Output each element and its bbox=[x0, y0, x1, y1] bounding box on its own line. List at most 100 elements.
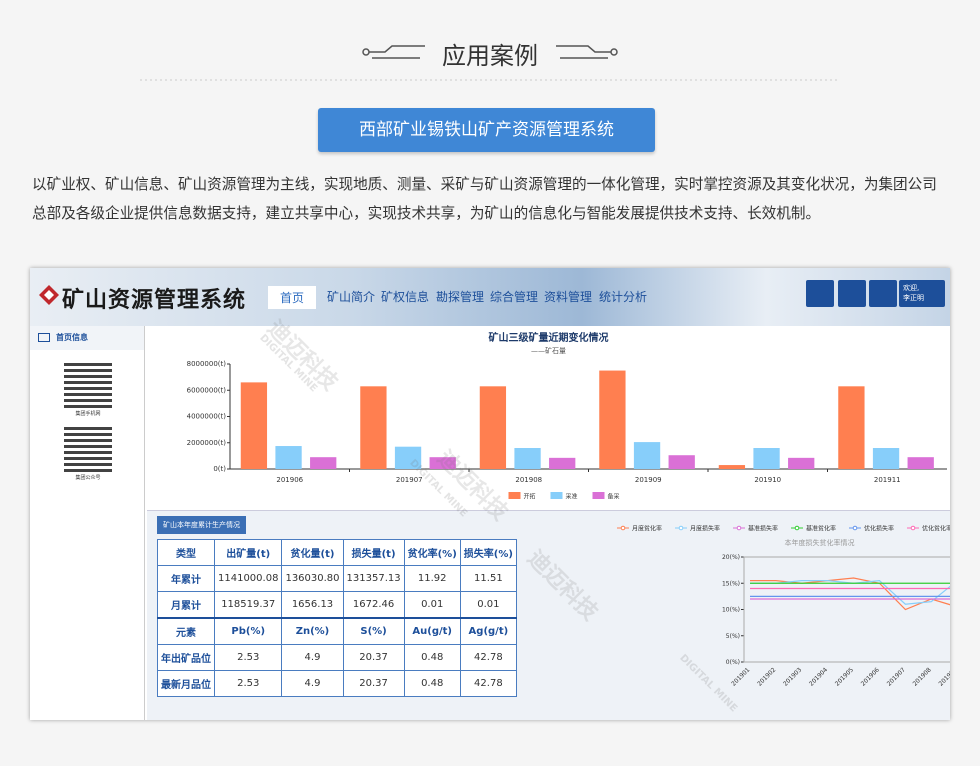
nav-item[interactable]: 统计分析 bbox=[599, 290, 648, 304]
title-decoration bbox=[140, 45, 840, 81]
bar bbox=[633, 442, 661, 469]
menu-button[interactable] bbox=[806, 280, 834, 307]
cell: 2.53 bbox=[213, 644, 283, 671]
legend-label: 优化损失率 bbox=[864, 525, 894, 533]
mail-button[interactable] bbox=[869, 280, 897, 307]
y-tick-label: 8000000(t) bbox=[187, 360, 227, 368]
y-tick-label: 0(t) bbox=[213, 465, 226, 473]
bar bbox=[718, 465, 746, 469]
nav-item[interactable]: 综合管理 bbox=[490, 290, 539, 304]
legend-swatch bbox=[550, 492, 563, 499]
bar-chart: 矿山三级矿量近期变化情况 ——矿石量 0(t) 2000000(t) 4000000(t… bbox=[187, 331, 947, 501]
x-tick-label: 201909 bbox=[937, 666, 950, 687]
legend-marker bbox=[736, 525, 742, 531]
tab[interactable]: 矿山本年度累计生产情况 bbox=[157, 516, 246, 534]
y-tick-label: 10(%) bbox=[722, 607, 740, 614]
header-cell: 类型 bbox=[157, 539, 215, 566]
cell: 1656.13 bbox=[281, 591, 344, 619]
y-tick-label: 0(%) bbox=[726, 659, 740, 666]
bar bbox=[907, 457, 934, 469]
legend-label: 月度损失率 bbox=[690, 525, 720, 533]
header-cell: Pb(%) bbox=[213, 617, 283, 645]
legend-marker bbox=[910, 525, 916, 531]
nav-item[interactable]: 矿山简介 bbox=[327, 290, 376, 304]
bar bbox=[753, 448, 780, 469]
header-cell: 出矿量(t) bbox=[213, 539, 283, 566]
qr-label: 集团手机网 bbox=[75, 411, 101, 417]
app-header: 矿山资源管理系统 欢迎, 李正明 首页 矿山简介 矿权信息 勘探管理 综合管理 资料管理统… bbox=[30, 268, 950, 326]
cell: 年出矿品位 bbox=[157, 644, 215, 671]
header-cell: 损失量(t) bbox=[342, 539, 405, 566]
cell: 131357.13 bbox=[342, 565, 405, 592]
chart-title: 矿山三级矿量近期变化情况 bbox=[489, 331, 609, 344]
header-cell: 贫化量(t) bbox=[281, 539, 344, 566]
y-tick-label: 4000000(t) bbox=[187, 413, 227, 421]
user-button[interactable]: 欢迎, 李正明 bbox=[899, 280, 945, 307]
legend-marker bbox=[620, 525, 626, 531]
legend-swatch bbox=[508, 492, 521, 499]
table-row: 年累计 1141000.08 136030.80 131357.13 11.92 11.5… bbox=[157, 565, 517, 592]
header-cell: S(%) bbox=[342, 617, 405, 645]
nav-item[interactable]: 矿权信息 bbox=[381, 290, 430, 304]
legend-label: 基准贫化率 bbox=[806, 525, 836, 533]
y-tick-label: 5(%) bbox=[726, 633, 740, 640]
chart-title: 本年度损失贫化率情况 bbox=[785, 538, 855, 547]
bar bbox=[514, 448, 541, 469]
cell: 1672.46 bbox=[342, 591, 405, 619]
x-tick-label: 201910 bbox=[754, 476, 781, 484]
table-row: 年出矿品位 2.53 4.9 20.37 0.48 42.78 bbox=[157, 644, 517, 671]
menu-label: 首页信息 bbox=[56, 333, 88, 342]
x-tick-label: 201909 bbox=[635, 476, 662, 484]
nav-item[interactable]: 资料管理 bbox=[544, 290, 593, 304]
legend-label: 备采 bbox=[608, 493, 620, 501]
cell: 42.78 bbox=[459, 670, 517, 697]
table-row: 类型 出矿量(t) 贫化量(t) 损失量(t) 贫化率(%) 损失率(%) bbox=[157, 539, 517, 566]
bar bbox=[788, 457, 815, 469]
x-tick-label: 201906 bbox=[276, 476, 303, 484]
bar bbox=[275, 446, 302, 469]
cell: 0.01 bbox=[403, 591, 461, 619]
nav-item[interactable]: 勘探管理 bbox=[436, 290, 485, 304]
nav-item[interactable]: 首页 bbox=[268, 286, 317, 309]
header-cell: Ag(g/t) bbox=[459, 617, 517, 645]
cell: 20.37 bbox=[342, 670, 405, 697]
cell: 1141000.08 bbox=[213, 565, 283, 592]
table-row: 月累计 118519.37 1656.13 1672.46 0.01 0.01 bbox=[157, 591, 517, 619]
x-tick-label: 201903 bbox=[782, 666, 803, 687]
bell-button[interactable] bbox=[838, 280, 866, 307]
x-tick-label: 201904 bbox=[808, 666, 829, 687]
x-tick-label: 201902 bbox=[756, 666, 777, 687]
qr-code bbox=[64, 424, 112, 472]
legend-marker bbox=[678, 525, 684, 531]
cell: 2.53 bbox=[213, 670, 283, 697]
legend-label: 优化贫化率 bbox=[922, 525, 950, 533]
x-tick-label: 201908 bbox=[515, 476, 542, 484]
x-tick-label: 201907 bbox=[886, 666, 907, 687]
y-tick-label: 2000000(t) bbox=[187, 439, 227, 447]
screenshot: 矿山资源管理系统 欢迎, 李正明 首页 矿山简介 矿权信息 勘探管理 综合管理 资料管理统… bbox=[30, 268, 950, 720]
plot-border bbox=[743, 556, 950, 663]
chart-subtitle: ——矿石量 bbox=[531, 346, 566, 355]
logo-icon bbox=[39, 285, 59, 305]
qr-code bbox=[64, 360, 112, 408]
cell: 136030.80 bbox=[281, 565, 344, 592]
bar bbox=[360, 386, 387, 469]
bottom-panel: 矿山本年度累计生产情况 类型 出矿量(t) 贫化量(t) 损失量(t) 贫化率(%) 损失… bbox=[147, 510, 950, 720]
header-cell: Au(g/t) bbox=[403, 617, 461, 645]
cell: 月累计 bbox=[157, 591, 215, 619]
legend-label: 基准损失率 bbox=[748, 525, 778, 533]
page-title: 应用案例 bbox=[442, 42, 538, 70]
cell: 11.92 bbox=[403, 565, 461, 592]
bar bbox=[479, 386, 507, 469]
sidebar: 首页信息 集团手机网 集团公众号 bbox=[30, 326, 145, 720]
bar bbox=[872, 448, 900, 469]
x-tick-label: 201906 bbox=[860, 666, 881, 687]
cell: 最新月品位 bbox=[157, 670, 215, 697]
welcome: 欢迎, bbox=[903, 284, 920, 292]
legend-label: 采准 bbox=[566, 493, 578, 501]
qr-label: 集团公众号 bbox=[75, 475, 101, 481]
menu-item[interactable]: 首页信息 bbox=[30, 326, 144, 350]
legend-swatch bbox=[592, 492, 605, 499]
legend-marker bbox=[794, 525, 800, 531]
